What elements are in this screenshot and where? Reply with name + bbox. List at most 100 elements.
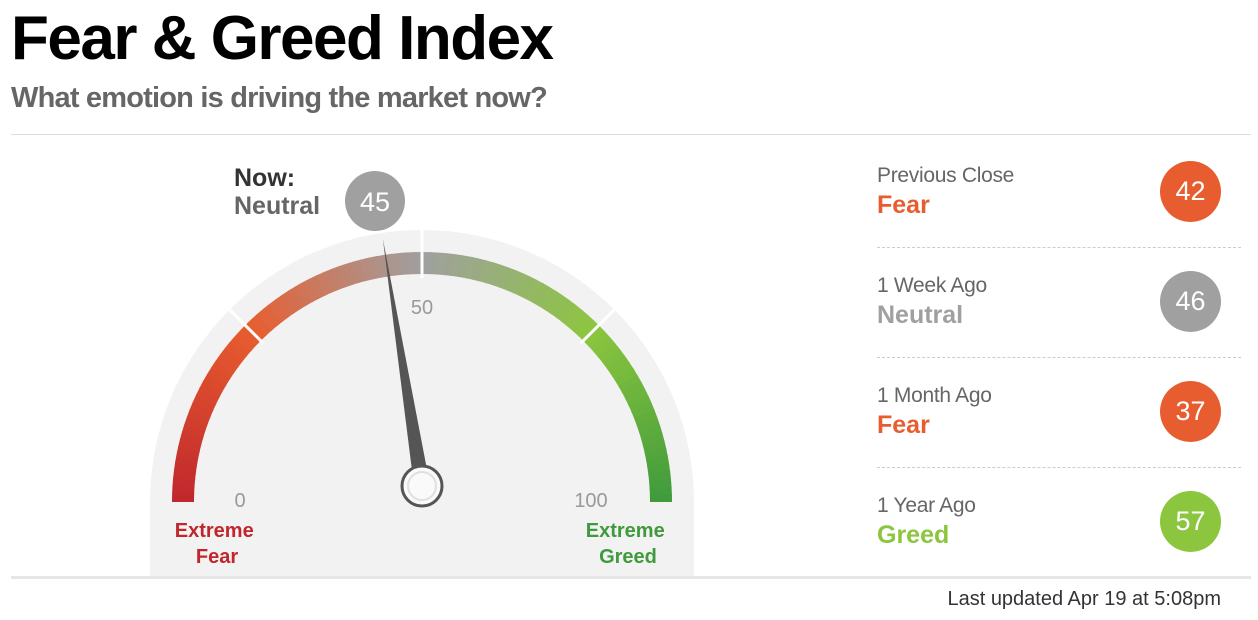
gauge-band-slice xyxy=(633,409,658,427)
gauge-band-slice xyxy=(301,278,320,303)
gauge-band-slice xyxy=(344,261,360,286)
gauge-band-slice xyxy=(184,415,208,432)
gauge-band-slice xyxy=(262,303,284,327)
history-label: Previous Close xyxy=(877,164,1015,187)
extreme-greed-label-line2: Greed xyxy=(599,546,657,568)
gauge-zone-divider xyxy=(579,307,617,345)
gauge-band-slice xyxy=(648,478,672,490)
history-value-badge: 57 xyxy=(1160,491,1221,552)
gauge-band-slice xyxy=(288,286,308,310)
gauge-band-slice xyxy=(186,408,211,425)
gauge-band-slice xyxy=(625,388,649,407)
gauge-band-slice xyxy=(588,330,611,353)
last-updated: Last updated Apr 19 at 5:08pm xyxy=(947,588,1221,610)
gauge-max-label: 100 xyxy=(574,490,607,512)
gauge-dividers xyxy=(227,228,617,345)
gauge-band-slice xyxy=(281,290,302,314)
now-rating: Neutral xyxy=(234,192,321,220)
history-rating: Fear xyxy=(877,411,930,439)
gauge-band-slice xyxy=(583,325,606,347)
gauge-band-slice xyxy=(195,387,220,405)
gauge-zone-divider xyxy=(227,307,265,345)
gauge-band-slice xyxy=(199,380,223,399)
gauge-band-slice xyxy=(638,424,663,440)
gauge-segments xyxy=(172,252,672,502)
now-value-badge xyxy=(345,171,405,231)
gauge-band-slice xyxy=(478,259,494,284)
gauge-band-slice xyxy=(464,256,479,280)
gauge-band-slice xyxy=(492,264,509,288)
gauge-band-slice xyxy=(234,329,257,352)
gauge-band-slice xyxy=(602,348,626,370)
gauge-band-slice xyxy=(219,347,243,368)
history-rating: Neutral xyxy=(877,301,964,329)
gauge-band-slice xyxy=(621,381,646,400)
gauge-band-slice xyxy=(181,423,206,439)
gauge-band-slice xyxy=(172,492,195,502)
gauge-band-slice xyxy=(649,494,672,502)
gauge-band-slice xyxy=(485,261,501,286)
gauge-band-slice xyxy=(538,286,558,311)
row-divider xyxy=(877,247,1241,248)
gauge-band-slice xyxy=(294,282,314,306)
gauge-band-slice xyxy=(215,353,239,374)
history-value-badge: 42 xyxy=(1160,161,1221,222)
gauge-band-slice xyxy=(471,258,486,282)
history-row-1-week-ago: 1 Week Ago Neutral 46 xyxy=(877,268,1241,378)
gauge-band-slice xyxy=(189,401,214,419)
gauge-band-slice xyxy=(398,252,410,276)
gauge-band-slice xyxy=(422,252,432,275)
history-rating: Greed xyxy=(877,521,950,549)
gauge-band-slice xyxy=(176,445,200,460)
gauge-band-slice xyxy=(245,318,267,341)
fear-greed-gauge: 0 50 100 Extreme Fear Extreme Greed 45 xyxy=(150,171,694,576)
gauge-band-slice xyxy=(406,252,417,275)
now-value-text: 45 xyxy=(360,187,390,217)
gauge-band-slice xyxy=(268,298,290,322)
gauge-band-slice xyxy=(631,402,656,420)
extreme-fear-label-line2: Fear xyxy=(196,546,238,568)
page-title: Fear & Greed Index xyxy=(11,4,554,73)
gauge-band-slice xyxy=(250,313,273,336)
history-value-badge: 46 xyxy=(1160,271,1221,332)
gauge-band-slice xyxy=(239,324,262,346)
gauge-needle-hub-inner xyxy=(407,471,437,501)
gauge-band-slice xyxy=(640,432,665,447)
gauge-band-slice xyxy=(567,309,589,332)
gauge-band-slice xyxy=(614,368,638,388)
gauge-band-slice xyxy=(178,438,202,453)
extreme-greed-label-line1: Extreme xyxy=(586,520,665,542)
gauge-needle xyxy=(382,239,430,488)
page-subtitle: What emotion is driving the market now? xyxy=(11,82,548,114)
gauge-band-slice xyxy=(499,266,516,291)
gauge-band-slice xyxy=(572,314,595,337)
gauge-band-slice xyxy=(531,282,551,307)
gauge-band-slice xyxy=(308,275,327,299)
history-rating: Fear xyxy=(877,191,930,219)
gauge-band-slice xyxy=(606,355,630,376)
gauge-band-slice xyxy=(578,319,600,342)
gauge-band-slice xyxy=(315,271,333,296)
gauge-band-slice xyxy=(329,266,347,291)
extreme-fear-label: Extreme Fear xyxy=(175,520,260,568)
now-title: Now: xyxy=(234,164,296,192)
gauge-min-label: 0 xyxy=(234,490,245,512)
gauge-band-slice xyxy=(593,336,616,358)
gauge-band-slice xyxy=(649,486,672,497)
gauge-band-slice xyxy=(610,361,634,382)
row-divider xyxy=(877,357,1241,358)
history-label: 1 Week Ago xyxy=(877,274,987,297)
history-panel: Previous Close Fear 42 1 Week Ago Neutra… xyxy=(877,158,1241,598)
gauge-band-slice xyxy=(505,269,523,294)
gauge-band-slice xyxy=(352,259,367,284)
gauge-band-slice xyxy=(556,299,577,323)
top-divider xyxy=(11,134,1251,135)
bottom-divider xyxy=(11,576,1251,579)
history-row-1-year-ago: 1 Year Ago Greed 57 xyxy=(877,488,1241,598)
history-label: 1 Month Ago xyxy=(877,384,992,407)
gauge-band-slice xyxy=(337,263,353,288)
gauge-band-slice xyxy=(206,366,231,386)
gauge-band-slice xyxy=(550,295,571,319)
gauge-band-slice xyxy=(229,335,252,357)
extreme-greed-label: Extreme Greed xyxy=(586,520,671,568)
